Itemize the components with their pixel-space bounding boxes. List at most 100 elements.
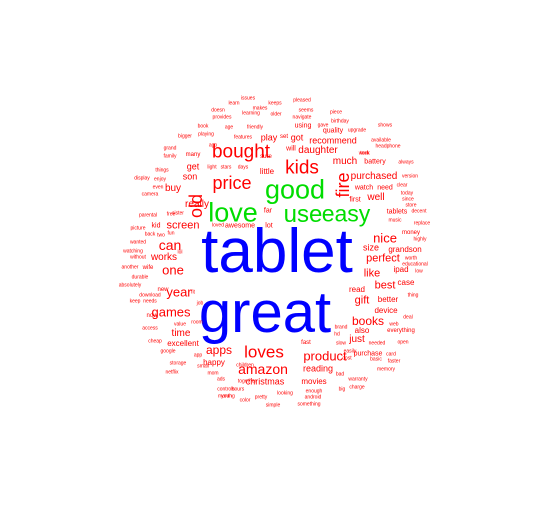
word-controls: controls [217, 386, 235, 393]
word-ipad: ipad [393, 265, 409, 274]
word-young: young [221, 393, 235, 400]
word-warranty: warranty [348, 376, 368, 383]
word-store: store [405, 202, 417, 209]
word-christmas: christmas [245, 376, 285, 387]
word-headphone: headphone [375, 143, 401, 150]
word-tablet: tablet [201, 217, 353, 286]
word-can: can [158, 237, 182, 253]
word-seems: seems [298, 107, 314, 114]
word-age: age [224, 124, 234, 131]
word-love: love [208, 197, 258, 228]
word-excellent: excellent [167, 339, 199, 348]
word-enough: enough [305, 388, 323, 395]
word-happy: happy [203, 358, 225, 367]
word-great: great [198, 280, 332, 345]
word-tablets: tablets [386, 208, 408, 216]
word-keeps: keeps [268, 100, 282, 107]
word-first: first [349, 196, 361, 204]
word-work: work [358, 150, 370, 157]
word-works: works [150, 252, 178, 263]
word-color: color [239, 397, 251, 404]
word-purchased: purchased [350, 171, 398, 182]
word-many: many [185, 152, 201, 158]
word-easy: easy [321, 200, 371, 227]
word-fire: fire [333, 172, 353, 198]
word-charge: charge [349, 384, 365, 391]
word-basic: basic [370, 356, 382, 363]
word-amazon: amazon [238, 361, 288, 377]
word-older: older [270, 111, 282, 118]
word-issues: issues [240, 95, 256, 102]
word-movies: movies [301, 377, 327, 386]
word-gift: gift [354, 294, 370, 307]
word-easily: easily [343, 348, 357, 355]
word-lot: lot [265, 222, 273, 230]
word-cost: cost [342, 355, 352, 362]
word-perfect: perfect [366, 252, 400, 265]
word-children: children [236, 362, 254, 369]
word-also: also [354, 326, 370, 335]
word-without: without [130, 254, 146, 261]
word-fun: fun [167, 230, 175, 237]
word-battery: battery [364, 158, 386, 166]
word-watch: watch [354, 184, 374, 192]
word-lol: lol [177, 249, 183, 256]
word-will: will [286, 145, 296, 153]
word-netflix: netflix [165, 369, 179, 376]
word-low: low [415, 268, 423, 275]
word-slow: slow [335, 340, 347, 347]
word-learn: learn [228, 100, 240, 107]
word-read: read [348, 285, 366, 294]
word-time: time [171, 328, 191, 339]
word-just: just [349, 334, 365, 345]
word-play: play [260, 132, 278, 143]
word-looking: looking [277, 390, 293, 397]
word-apps: apps [205, 343, 233, 357]
word-web: web [389, 321, 399, 328]
word-watching: watching [123, 248, 143, 255]
word-month: month [218, 393, 232, 400]
word-ago: ago [208, 142, 218, 149]
word-year: year [166, 284, 192, 300]
word-faster: faster [387, 358, 401, 365]
word-books: books [351, 314, 385, 328]
word-now: now [146, 313, 158, 319]
word-version: version [401, 173, 419, 180]
word-durable: durable [131, 274, 149, 281]
word-piece: piece [330, 109, 342, 116]
word-use: use [283, 201, 323, 228]
word-doesn: doesn [211, 107, 225, 114]
word-access: access [142, 325, 158, 332]
word-things: things [155, 167, 169, 174]
word-display: display [134, 175, 150, 182]
word-value: value [174, 321, 186, 328]
word-son: son [182, 171, 198, 182]
word-pleased: pleased [293, 97, 311, 104]
word-sure: sure [260, 154, 272, 160]
word-needs: needs [143, 298, 157, 305]
word-fast: fast [301, 340, 311, 346]
word-another: another [121, 264, 139, 271]
word-educational: educational [402, 261, 428, 268]
word-buy: buy [164, 183, 182, 194]
word-thing: thing [407, 292, 419, 299]
word-product: product [303, 348, 347, 364]
word-big: big [338, 386, 346, 393]
word-one: one [162, 262, 184, 278]
word-recommend: recommend [309, 135, 357, 146]
word-needed: needed [368, 340, 386, 347]
word-money: money [401, 230, 421, 236]
word-screen: screen [166, 219, 200, 232]
word-together: together [237, 378, 257, 385]
word-google: google [160, 348, 176, 355]
word-took: took [360, 150, 370, 157]
word-bad: bad [335, 371, 345, 378]
word-memory: memory [376, 366, 396, 373]
word-reading: reading [302, 363, 334, 374]
word-open: open [397, 339, 409, 346]
word-birthday: birthday [331, 118, 349, 125]
word-sister: sister [172, 210, 184, 217]
word-fit: fit [191, 289, 195, 296]
word-days: days [237, 164, 249, 171]
word-absolutely: absolutely [118, 282, 142, 289]
